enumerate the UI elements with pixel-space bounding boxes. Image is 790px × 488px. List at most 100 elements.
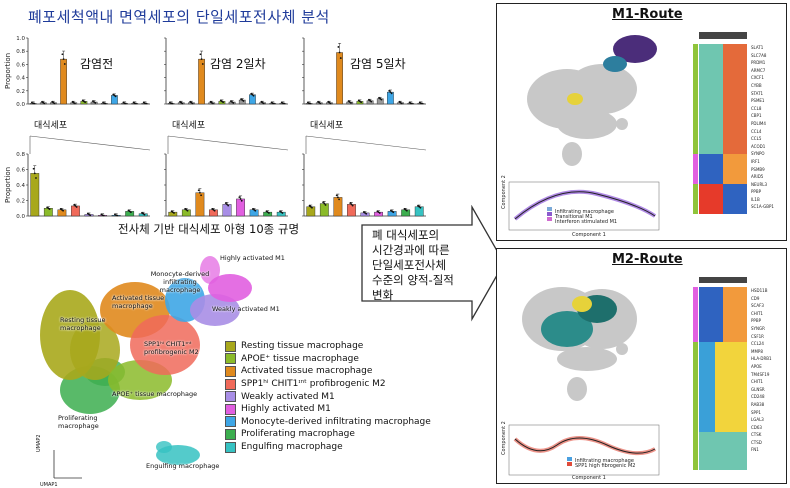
gene-label: FN1 [751,447,759,453]
legend-swatch [225,428,236,440]
bar [347,204,356,217]
data-dot [239,198,242,200]
data-dot [62,58,65,61]
data-dot [405,209,408,212]
umap-axis-x: UMAP1 [40,482,58,488]
legend-item: Proliferating macrophage [225,428,431,441]
connector [29,135,151,151]
umap-axes [53,450,82,479]
data-dot [171,102,174,105]
data-dot [224,202,227,205]
data-dot [61,53,64,56]
callout-text: 폐 대식세포의 시간경과에 따른 단일세포전사체 수준의 양적-질적 변화 [372,228,454,302]
y-axis-label: Proportion [4,53,12,89]
umap-clusters [40,256,252,465]
gene-label: CCL24 [751,341,764,347]
data-dot [308,204,311,207]
data-dot [74,205,77,207]
data-dot [242,100,245,102]
gene-label: TM4SF19 [751,371,770,377]
y-tick-label: 0.6 [16,168,25,174]
gene-label: IRF1 [751,158,760,164]
gene-label: SCAF3 [751,303,764,309]
bar-charts-area: 0.0 0.2 0.4 0.6 0.8 1.0 Proportion 0.0 0.2 0.4 0.6… [4,36,427,220]
macrophage-label-3: 대식세포 [310,121,344,131]
y-tick-label: 0.2 [16,199,25,205]
legend-item: Resting tissue macrophage [225,340,431,353]
data-dot [104,102,107,105]
gene-label: CCL5 [751,136,762,142]
bar [209,209,218,217]
gene-label: HLA-DRB1 [751,356,772,362]
data-dot [389,91,392,94]
data-dot [309,205,312,208]
gene-label: CHIT1 [751,310,763,316]
data-dot [273,102,275,105]
bar-panel: 0.0 0.2 0.4 0.6 0.8 Proportion [4,152,150,220]
data-dot [75,206,78,208]
bar-panel [302,153,426,217]
y-tick-label: 0.6 [16,62,25,68]
y-tick-label: 0.8 [16,152,25,158]
gene-label: IL1B [751,196,760,202]
legend-item: Weakly activated M1 [225,390,431,403]
bar [222,204,232,217]
gene-label: CD9 [751,295,760,301]
data-dot [212,102,214,105]
data-dot [94,102,97,104]
m1-gene-list: SLAT1 SLC7A8 PRDM1 ARMC7 CXCF1 CYBB STAT1 PSME1… [751,44,774,211]
connector [167,135,289,151]
gene-label: MMP8 [751,348,763,354]
gene-label: PSMB9 [751,166,765,172]
gene-label: ACOD1 [751,143,766,149]
y-tick-label: 0.0 [16,102,25,108]
gene-label: CYBB [751,82,762,88]
legend-item: Activated tissue macrophage [225,365,431,378]
bar [249,209,259,217]
data-dot [129,211,132,214]
umap-label-engulf: Engulfing macrophage [146,462,220,470]
panel-label-day0: 감염전 [80,57,114,71]
data-dot [262,102,265,105]
gene-label: CCL4 [751,128,762,134]
gene-label: CSF1R [751,333,764,339]
data-dot [62,209,64,212]
gene-label: ARMC7 [751,67,766,73]
data-dot [378,212,381,214]
cluster-legend: Resting tissue macrophage APOE⁺ tissue ma… [225,340,431,453]
data-dot [251,93,254,96]
data-dot [200,194,202,197]
data-dot [191,102,194,105]
umap-label-weakly: Weakly activated M1 [212,305,280,313]
data-dot [283,102,286,105]
bar-panel: 0.0 0.2 0.4 0.6 0.8 1.0 Proportion [4,36,150,108]
y-tick-label: 0.4 [16,183,25,189]
data-dot [213,209,216,212]
bar [60,58,67,105]
data-dot [199,53,202,56]
m2-umap-teal [541,311,593,347]
gene-label: CXCF1 [751,75,764,81]
gene-label: SLC7A8 [751,52,767,58]
data-dot [380,98,383,101]
data-dot [84,101,87,104]
legend-swatch [225,441,236,453]
data-dot [309,102,312,105]
callout-arrow [361,205,505,322]
umap-label-activated: Activated tissue macrophage [112,294,165,310]
data-dot [181,102,184,105]
gene-label: SLAT1 [751,45,764,50]
gene-label: LGAL3 [751,417,764,423]
data-dot [311,206,313,209]
bar [336,52,343,105]
legend-item: APOE⁺ tissue macrophage [225,353,431,366]
legend-label: Activated tissue macrophage [241,366,373,377]
m1-umap-purple [613,35,657,63]
legend-item: SPP1ʰⁱ CHIT1ᶦⁿᵗ profibrogenic M2 [225,378,431,391]
data-dot [116,214,119,217]
m1-heatmap [693,32,747,214]
data-dot [232,102,235,104]
data-dot [400,102,403,105]
umap-label-resting: Resting tissue macrophage [60,316,106,332]
bar-panel [164,37,288,105]
